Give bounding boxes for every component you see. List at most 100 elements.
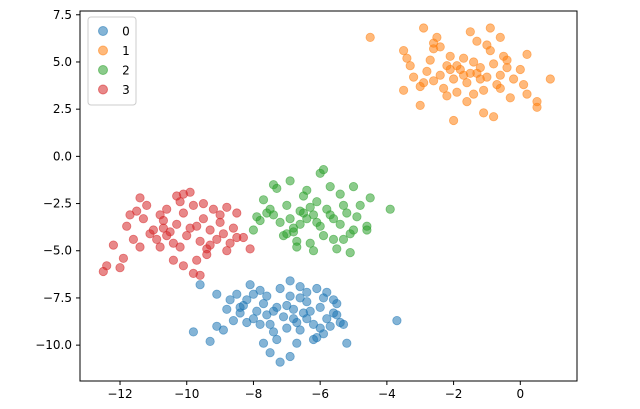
data-point — [115, 263, 125, 273]
data-point — [332, 310, 342, 320]
data-point — [172, 191, 182, 201]
data-point — [232, 289, 242, 299]
points-layer — [98, 23, 555, 367]
data-point — [182, 231, 192, 241]
data-point — [522, 49, 532, 60]
y-tick-label: −7.5 — [43, 291, 72, 305]
data-point — [138, 214, 148, 224]
data-point — [505, 93, 515, 103]
data-point — [482, 40, 492, 50]
x-tick-label: −8 — [245, 387, 263, 401]
legend-label: 0 — [122, 25, 130, 39]
data-point — [468, 57, 479, 67]
data-point — [215, 210, 225, 220]
data-point — [495, 32, 505, 43]
data-point — [198, 214, 208, 224]
data-point — [465, 27, 475, 37]
data-point — [152, 234, 162, 244]
data-point — [335, 219, 345, 229]
data-point — [308, 210, 319, 220]
data-point — [488, 112, 499, 122]
legend-label: 3 — [122, 83, 130, 97]
data-point — [348, 182, 359, 192]
data-point — [345, 248, 355, 258]
data-point — [258, 195, 269, 205]
y-axis: −10.0 −7.5 −5.0 −2.5 0.0 2.5 5.0 7.5 — [35, 8, 80, 352]
data-point — [205, 225, 215, 235]
x-tick-label: −10 — [174, 387, 199, 401]
data-point — [232, 232, 242, 243]
data-point — [288, 304, 299, 314]
data-point — [162, 204, 172, 214]
data-point — [168, 255, 178, 265]
data-point — [225, 238, 235, 248]
data-point — [365, 32, 375, 43]
y-tick-label: 5.0 — [53, 55, 72, 69]
y-tick-label: 7.5 — [53, 8, 72, 22]
y-tick-label: −10.0 — [35, 338, 72, 352]
data-point — [478, 108, 489, 118]
data-point — [235, 302, 245, 312]
data-point — [285, 176, 295, 186]
data-point — [352, 212, 362, 222]
data-point — [222, 246, 232, 256]
data-point — [452, 87, 462, 97]
data-point — [185, 187, 195, 197]
data-point — [325, 182, 335, 192]
data-point — [448, 115, 459, 126]
data-point — [518, 80, 529, 90]
data-point — [192, 255, 202, 265]
data-point — [502, 55, 512, 65]
data-point — [252, 212, 262, 222]
data-point — [225, 295, 235, 305]
data-point — [418, 23, 429, 33]
data-point — [218, 325, 228, 335]
data-point — [195, 280, 205, 290]
legend-marker — [98, 26, 108, 36]
data-point — [122, 221, 132, 231]
data-point — [402, 53, 412, 63]
data-point — [312, 197, 322, 207]
data-point — [242, 295, 252, 305]
data-point — [188, 200, 198, 210]
legend-label: 1 — [122, 44, 130, 58]
data-point — [218, 229, 228, 239]
data-point — [308, 334, 319, 345]
data-point — [172, 219, 182, 229]
data-point — [145, 229, 155, 239]
data-point — [405, 61, 415, 71]
data-point — [202, 249, 212, 260]
data-point — [435, 70, 445, 80]
data-point — [305, 202, 315, 212]
series-0 — [188, 276, 402, 367]
data-point — [342, 208, 352, 218]
legend-box — [87, 16, 137, 106]
data-point — [292, 338, 302, 348]
data-point — [448, 74, 459, 84]
data-point — [265, 319, 275, 329]
data-point — [258, 298, 269, 309]
data-point — [462, 97, 472, 107]
data-point — [275, 357, 285, 367]
data-point — [142, 200, 152, 210]
plot-frame — [79, 10, 578, 382]
data-point — [295, 281, 305, 292]
data-point — [275, 283, 285, 294]
y-tick-label: −5.0 — [43, 244, 72, 258]
legend-marker — [98, 84, 108, 95]
data-point — [315, 168, 325, 178]
data-point — [315, 302, 325, 312]
series-2 — [248, 165, 395, 258]
data-point — [472, 36, 482, 46]
data-point — [108, 240, 119, 250]
data-point — [288, 314, 299, 324]
data-point — [292, 242, 302, 252]
data-point — [322, 287, 332, 297]
data-point — [428, 76, 439, 86]
data-point — [195, 236, 205, 246]
data-point — [298, 208, 309, 218]
data-point — [282, 323, 292, 333]
data-point — [362, 225, 372, 235]
data-point — [198, 199, 208, 209]
